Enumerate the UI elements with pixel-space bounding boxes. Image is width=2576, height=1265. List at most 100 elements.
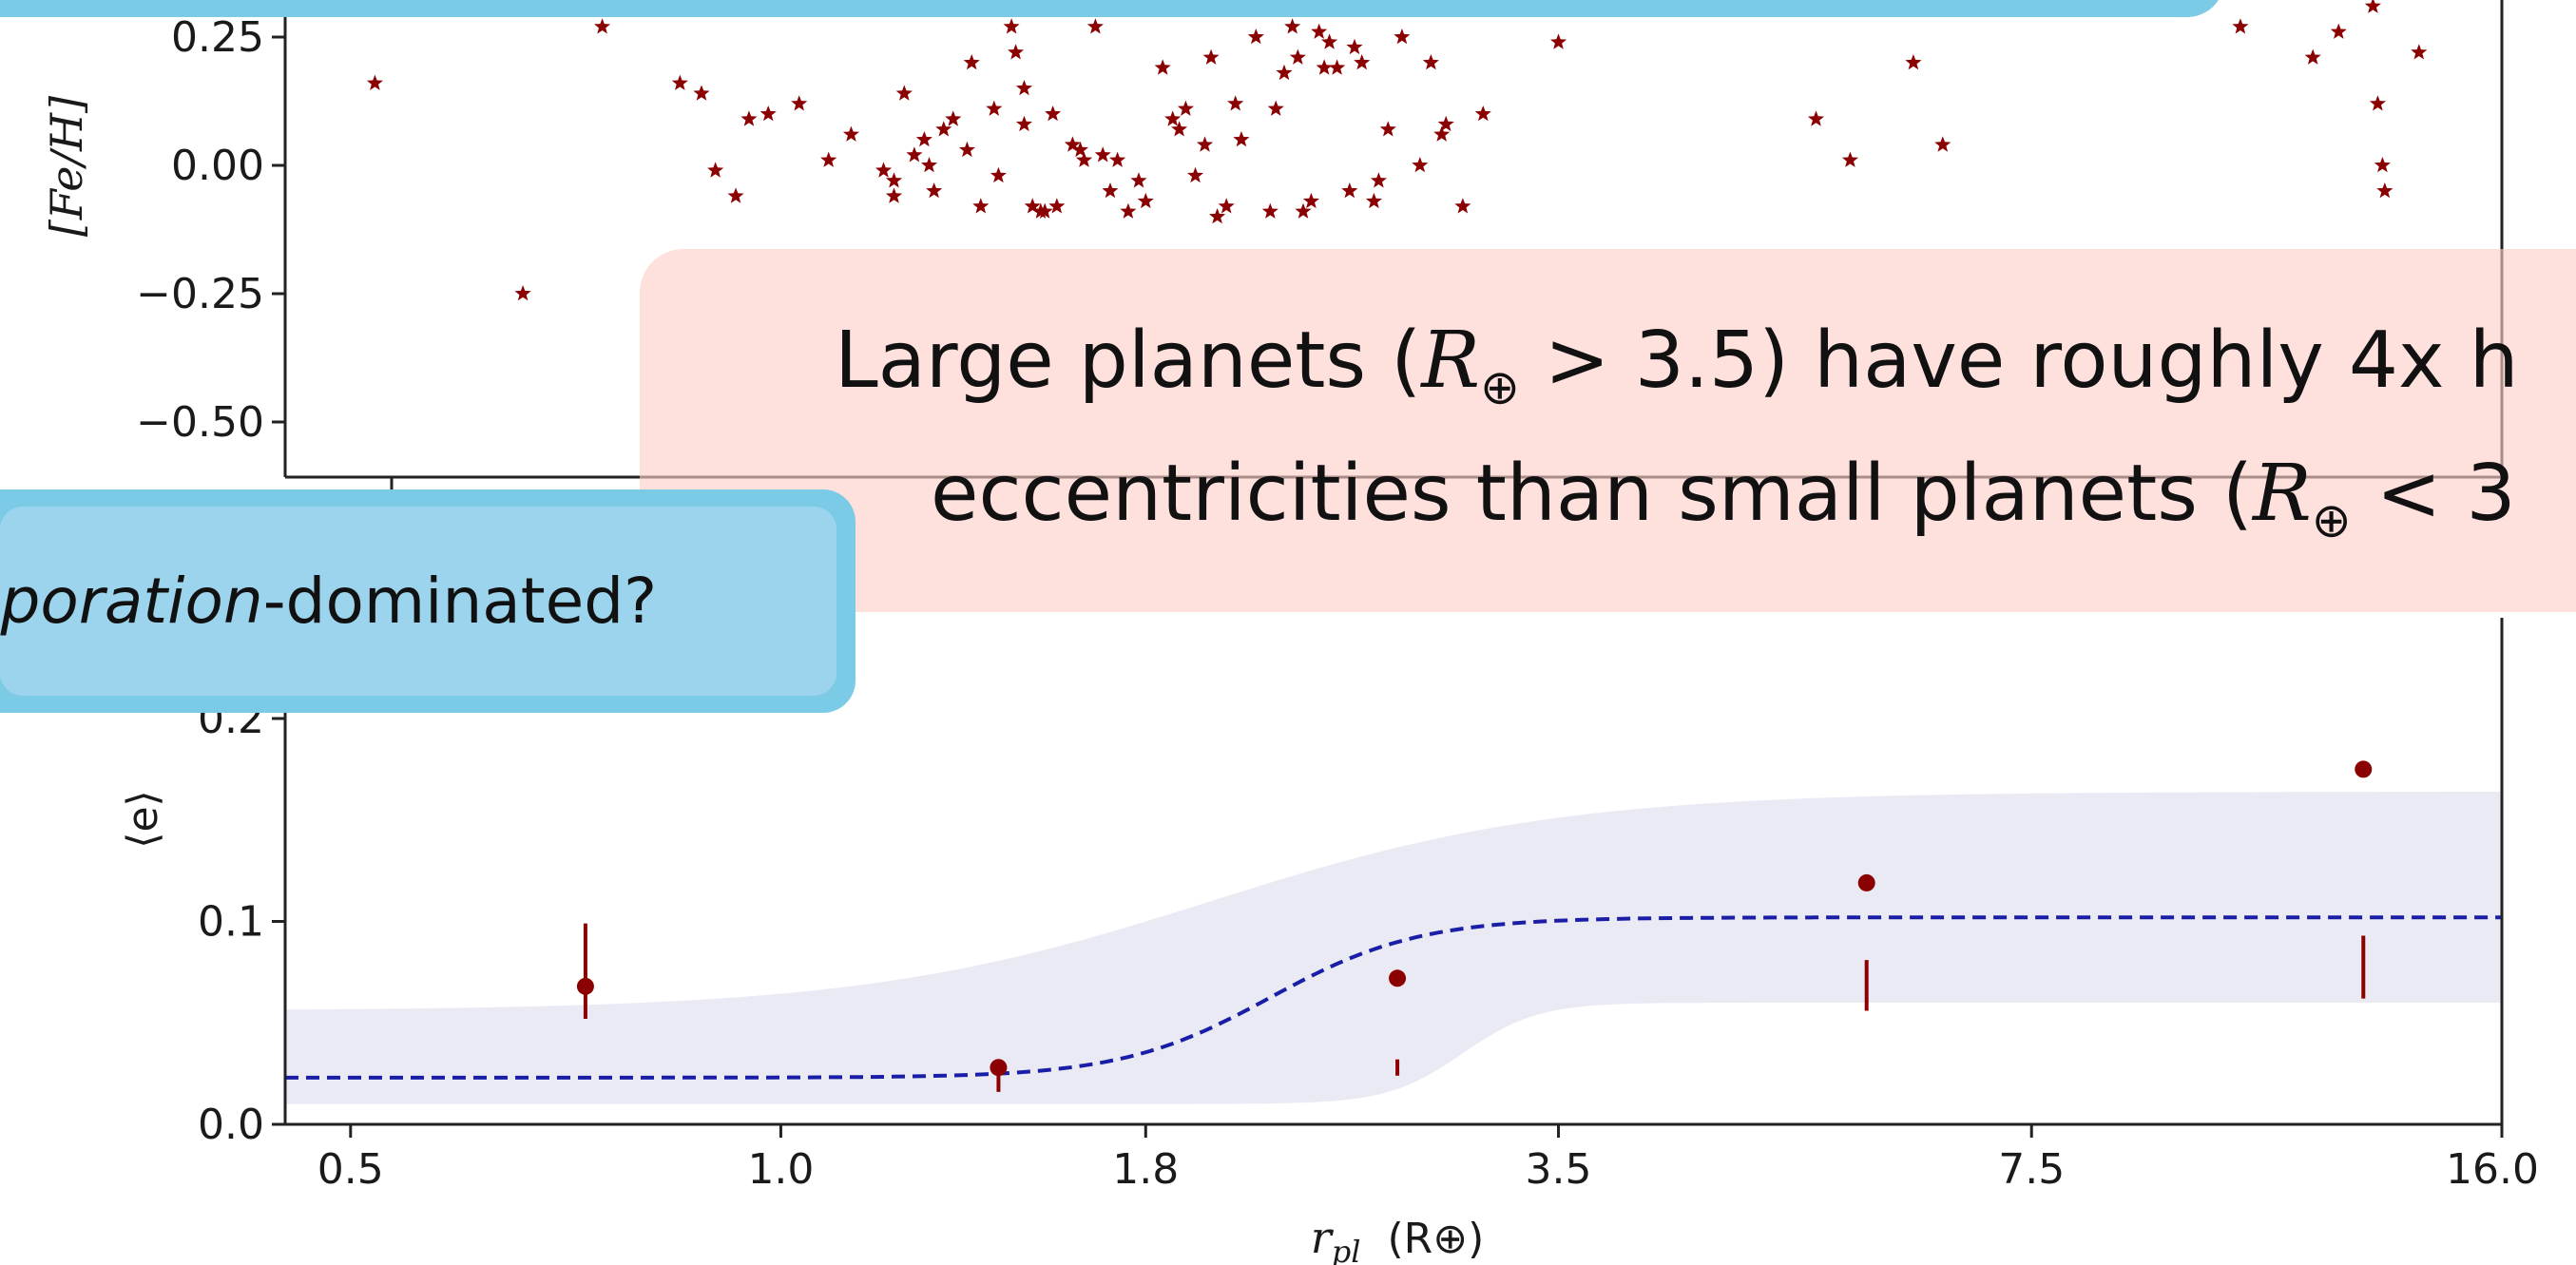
metallicity-point xyxy=(1094,146,1111,163)
metallicity-point xyxy=(1024,198,1041,214)
metallicity-point xyxy=(1071,141,1088,158)
top-y-tick-label: 0.00 xyxy=(171,142,264,190)
metallicity-point xyxy=(1550,33,1567,49)
bottom-x-tick-label: 1.8 xyxy=(1112,1145,1179,1194)
metallicity-point xyxy=(1137,192,1154,209)
metallicity-point xyxy=(727,187,744,203)
top-y-axis-label: [Fe/H] xyxy=(41,96,92,237)
pink-line2-subscript: ⊕ xyxy=(2311,492,2352,548)
metallicity-point xyxy=(875,162,893,178)
errorbar-point xyxy=(1389,969,1407,987)
metallicity-point xyxy=(885,172,903,188)
metallicity-point xyxy=(366,74,383,90)
pink-line2-symbol: R xyxy=(2253,449,2312,539)
pink-line1-post: > 3.5) have roughly 4x h xyxy=(1519,316,2519,406)
metallicity-point xyxy=(791,95,808,111)
errorbar-point xyxy=(1857,873,1875,891)
metallicity-point xyxy=(1422,54,1439,70)
metallicity-point xyxy=(1164,110,1182,126)
metallicity-point xyxy=(1354,54,1371,70)
metallicity-point xyxy=(906,146,923,163)
bottom-x-tick-label: 16.0 xyxy=(2446,1145,2539,1194)
metallicity-point xyxy=(671,74,688,90)
metallicity-point xyxy=(1311,23,1328,39)
bottom-x-axis-label: rpl (R⊕) xyxy=(1311,1212,1485,1265)
pink-line2-pre: eccentricities than small planets ( xyxy=(931,449,2254,539)
metallicity-point xyxy=(1218,198,1235,214)
metallicity-point xyxy=(1075,151,1093,167)
metallicity-point xyxy=(1316,59,1333,75)
top-y-tick-label: −0.25 xyxy=(136,270,264,318)
metallicity-point xyxy=(514,285,531,301)
metallicity-point xyxy=(958,141,975,158)
metallicity-point xyxy=(1008,44,1025,60)
metallicity-point xyxy=(2374,157,2391,173)
metallicity-point xyxy=(1202,48,1220,65)
bottom-x-tick-label: 0.5 xyxy=(317,1145,384,1194)
metallicity-point xyxy=(1289,48,1306,65)
metallicity-point xyxy=(963,54,980,70)
metallicity-point xyxy=(1454,198,1471,214)
x-label-sub: pl xyxy=(1332,1234,1361,1265)
metallicity-point xyxy=(1177,100,1194,116)
metallicity-point xyxy=(986,100,1003,116)
metallicity-point xyxy=(693,85,710,101)
metallicity-point xyxy=(895,85,913,101)
metallicity-point xyxy=(1267,100,1284,116)
metallicity-point xyxy=(2364,0,2381,13)
metallicity-point xyxy=(2411,44,2428,60)
fit-line xyxy=(285,915,2502,1080)
metallicity-point xyxy=(945,110,962,126)
metallicity-point xyxy=(707,162,724,178)
metallicity-point xyxy=(1130,172,1147,188)
metallicity-point xyxy=(1412,157,1429,173)
metallicity-point xyxy=(1276,64,1293,81)
metallicity-point xyxy=(1321,33,1338,49)
metallicity-point xyxy=(1905,54,1922,70)
metallicity-point xyxy=(594,18,611,34)
metallicity-point xyxy=(915,131,932,147)
metallicity-point xyxy=(759,105,777,122)
top-y-tick-label: 0.25 xyxy=(171,13,264,62)
top-callout-strip xyxy=(0,0,2224,17)
metallicity-point xyxy=(1433,125,1451,142)
metallicity-point xyxy=(1302,192,1319,209)
metallicity-point xyxy=(1934,136,1951,152)
metallicity-point xyxy=(1209,208,1226,224)
pink-line1-symbol: R xyxy=(1421,316,1480,406)
metallicity-point xyxy=(1015,80,1032,96)
bottom-x-tick-label: 7.5 xyxy=(1998,1145,2065,1194)
errorbar-series xyxy=(576,760,2373,1092)
metallicity-point xyxy=(2232,18,2249,34)
metallicity-point xyxy=(1807,110,1824,126)
metallicity-point xyxy=(1247,29,1264,45)
metallicity-point xyxy=(1329,59,1346,75)
eccentricity-panel: 0.00.10.2 0.5 1.0 1.8 3.5 7.5 16.0 ⟨e⟩ rpl (R⊕… xyxy=(119,618,2539,1265)
metallicity-point xyxy=(1437,115,1454,132)
metallicity-point xyxy=(1365,192,1382,209)
metallicity-point xyxy=(1341,182,1358,199)
bottom-y-ticks: 0.00.10.2 xyxy=(198,695,285,1149)
metallicity-point xyxy=(1086,18,1104,34)
bottom-y-axis-label: ⟨e⟩ xyxy=(119,790,167,848)
metallicity-point xyxy=(1003,18,1020,34)
metallicity-point xyxy=(842,125,859,142)
blue-callout: aporation-dominated? xyxy=(0,489,855,713)
metallicity-point xyxy=(885,187,903,203)
top-y-tick-label: −0.50 xyxy=(136,398,264,447)
errorbar-point xyxy=(2355,760,2373,778)
metallicity-point xyxy=(1154,59,1171,75)
top-y-ticks: 0.25 0.00 −0.25 −0.50 xyxy=(136,13,285,447)
errorbar-point xyxy=(990,1059,1008,1077)
metallicity-point xyxy=(1064,136,1081,152)
metallicity-point xyxy=(1036,202,1053,219)
metallicity-point xyxy=(1171,121,1188,137)
metallicity-point xyxy=(935,121,952,137)
bottom-y-tick-label: 0.1 xyxy=(198,898,264,947)
metallicity-point xyxy=(1197,136,1214,152)
metallicity-point xyxy=(1370,172,1387,188)
metallicity-point xyxy=(820,151,837,167)
metallicity-point xyxy=(2369,95,2386,111)
metallicity-point xyxy=(2330,23,2347,39)
